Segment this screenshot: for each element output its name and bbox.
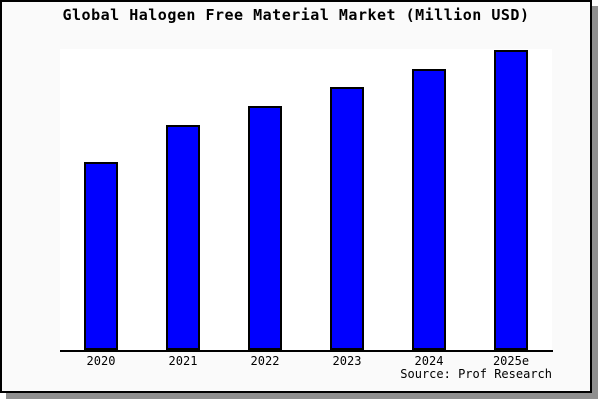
bar-2024 bbox=[412, 69, 446, 350]
x-axis-line bbox=[60, 350, 553, 352]
bar-2025e bbox=[494, 50, 528, 350]
x-tick-label-2024: 2024 bbox=[414, 354, 444, 368]
x-tick-label-2020: 2020 bbox=[86, 354, 116, 368]
x-tick-label-2025e: 2025e bbox=[492, 354, 530, 368]
bar-2021 bbox=[166, 125, 200, 350]
x-axis-labels: 2020 2021 2022 2023 2024 2025e bbox=[60, 354, 552, 370]
x-tick-label-2021: 2021 bbox=[168, 354, 198, 368]
chart-frame: Global Halogen Free Material Market (Mil… bbox=[0, 0, 592, 393]
source-attribution: Source: Prof Research bbox=[400, 367, 552, 381]
chart-title: Global Halogen Free Material Market (Mil… bbox=[62, 6, 530, 24]
x-tick-label-2022: 2022 bbox=[250, 354, 280, 368]
bar-2020 bbox=[84, 162, 118, 350]
plot-area bbox=[60, 49, 552, 350]
bar-2023 bbox=[330, 87, 364, 350]
x-tick-label-2023: 2023 bbox=[332, 354, 362, 368]
bar-2022 bbox=[248, 106, 282, 350]
